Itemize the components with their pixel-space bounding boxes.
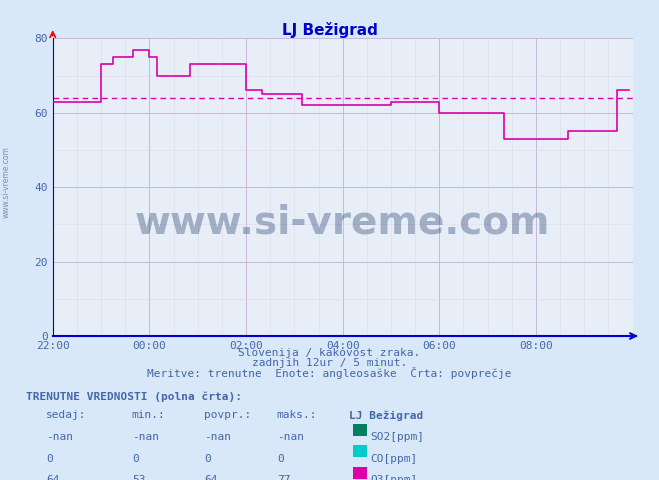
Text: -nan: -nan bbox=[277, 432, 304, 442]
Text: Meritve: trenutne  Enote: angleosaške  Črta: povprečje: Meritve: trenutne Enote: angleosaške Črt… bbox=[147, 367, 512, 379]
Text: 0: 0 bbox=[277, 454, 283, 464]
Text: 53: 53 bbox=[132, 475, 145, 480]
Text: maks.:: maks.: bbox=[277, 410, 317, 420]
Text: O3[ppm]: O3[ppm] bbox=[370, 475, 418, 480]
Text: LJ Bežigrad: LJ Bežigrad bbox=[281, 22, 378, 37]
Text: 64: 64 bbox=[204, 475, 217, 480]
Text: -nan: -nan bbox=[132, 432, 159, 442]
Text: www.si-vreme.com: www.si-vreme.com bbox=[2, 146, 11, 218]
Text: -nan: -nan bbox=[46, 432, 73, 442]
Text: -nan: -nan bbox=[204, 432, 231, 442]
Text: sedaj:: sedaj: bbox=[46, 410, 86, 420]
Text: povpr.:: povpr.: bbox=[204, 410, 252, 420]
Text: 64: 64 bbox=[46, 475, 59, 480]
Text: CO[ppm]: CO[ppm] bbox=[370, 454, 418, 464]
Text: 77: 77 bbox=[277, 475, 290, 480]
Text: 0: 0 bbox=[204, 454, 211, 464]
Text: Slovenija / kakovost zraka.: Slovenija / kakovost zraka. bbox=[239, 348, 420, 358]
Text: LJ Bežigrad: LJ Bežigrad bbox=[349, 410, 424, 421]
Text: zadnjih 12ur / 5 minut.: zadnjih 12ur / 5 minut. bbox=[252, 358, 407, 368]
Text: min.:: min.: bbox=[132, 410, 165, 420]
Text: 0: 0 bbox=[132, 454, 138, 464]
Text: www.si-vreme.com: www.si-vreme.com bbox=[135, 204, 550, 242]
Text: TRENUTNE VREDNOSTI (polna črta):: TRENUTNE VREDNOSTI (polna črta): bbox=[26, 391, 243, 402]
Text: SO2[ppm]: SO2[ppm] bbox=[370, 432, 424, 442]
Text: 0: 0 bbox=[46, 454, 53, 464]
